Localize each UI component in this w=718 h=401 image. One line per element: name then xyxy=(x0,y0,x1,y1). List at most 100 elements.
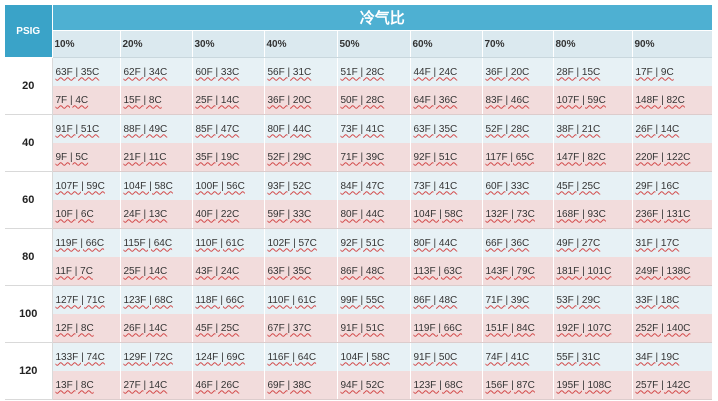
table-cell: 36F | 20C xyxy=(481,57,553,86)
cell-value: 133F | 74C xyxy=(55,351,105,363)
table-cell: 110F | 61C xyxy=(191,228,264,257)
cell-value: 69F | 38C xyxy=(267,379,312,391)
cell-value: 26F | 14C xyxy=(123,322,168,334)
table-cell: 24F | 13C xyxy=(119,200,192,229)
cell-value: 63F | 35C xyxy=(413,123,458,135)
table-cell: 88F | 49C xyxy=(119,114,192,143)
table-cell: 100F | 56C xyxy=(191,171,264,200)
table-cell: 31F | 17C xyxy=(631,228,713,257)
percentage-header: 40% xyxy=(263,30,337,58)
cell-value: 59F | 33C xyxy=(267,208,312,220)
table-cell: 25F | 14C xyxy=(191,86,264,115)
cell-value: 50F | 28C xyxy=(340,94,385,106)
table-cell: 26F | 14C xyxy=(631,114,713,143)
cell-value: 12F | 8C xyxy=(55,322,94,334)
cell-value: 38F | 21C xyxy=(556,123,601,135)
table-cell: 86F | 48C xyxy=(336,257,410,286)
table-row: 60 107F | 59C 104F | 58C 100F | 56C 93F | 52… xyxy=(5,171,713,229)
cell-value: 63F | 35C xyxy=(267,265,312,277)
cell-value: 60F | 33C xyxy=(195,66,240,78)
table-title: 冷气比 xyxy=(52,5,713,31)
table-cell: 60F | 33C xyxy=(191,57,264,86)
cell-value: 127F | 71C xyxy=(55,294,105,306)
percentage-header: 20% xyxy=(119,30,192,58)
table-cell: 91F | 51C xyxy=(51,114,120,143)
table-row: 13F | 8C 27F | 14C 46F | 26C 69F | 38C 94F |… xyxy=(5,371,713,400)
table-cell: 220F | 122C xyxy=(631,143,713,172)
table-body: 20 63F | 35C 62F | 34C 60F | 33C 56F | 31C 51… xyxy=(5,57,713,400)
cell-value: 117F | 65C xyxy=(485,151,535,163)
table-cell: 123F | 68C xyxy=(119,285,192,314)
table-row: 120 133F | 74C 129F | 72C 124F | 69C 116F | … xyxy=(5,342,713,400)
table-cell: 156F | 87C xyxy=(481,371,553,400)
cell-value: 132F | 73C xyxy=(485,208,535,220)
table-cell: 123F | 68C xyxy=(409,371,482,400)
cell-value: 168F | 93C xyxy=(556,208,606,220)
cell-value: 116F | 64C xyxy=(267,351,317,363)
cell-value: 86F | 48C xyxy=(340,265,385,277)
table-cell: 71F | 39C xyxy=(481,285,553,314)
cell-value: 45F | 25C xyxy=(556,180,601,192)
cell-value: 181F | 101C xyxy=(556,265,612,277)
cell-value: 34F | 19C xyxy=(635,351,680,363)
table-row: 9F | 5C 21F | 11C 35F | 19C 52F | 29C 71F | … xyxy=(5,143,713,172)
table-cell: 84F | 47C xyxy=(336,171,410,200)
table-cell: 64F | 36C xyxy=(409,86,482,115)
percentage-header: 30% xyxy=(191,30,264,58)
cell-value: 49F | 27C xyxy=(556,237,601,249)
cell-value: 94F | 52C xyxy=(340,379,385,391)
table-cell: 93F | 52C xyxy=(263,171,337,200)
table-cell: 62F | 34C xyxy=(119,57,192,86)
cell-value: 107F | 59C xyxy=(55,180,105,192)
cell-value: 148F | 82C xyxy=(635,94,685,106)
table-cell: 83F | 46C xyxy=(481,86,553,115)
percentage-header: 80% xyxy=(552,30,632,58)
cell-value: 45F | 25C xyxy=(195,322,240,334)
cell-value: 91F | 50C xyxy=(413,351,458,363)
table-cell: 25F | 14C xyxy=(119,257,192,286)
table-cell: 236F | 131C xyxy=(631,200,713,229)
table-cell: 56F | 31C xyxy=(263,57,337,86)
cell-value: 119F | 66C xyxy=(413,322,463,334)
table-cell: 11F | 7C xyxy=(51,257,120,286)
table-cell: 117F | 65C xyxy=(481,143,553,172)
cell-value: 123F | 68C xyxy=(413,379,463,391)
cell-value: 129F | 72C xyxy=(123,351,173,363)
table-cell: 12F | 8C xyxy=(51,314,120,343)
table-cell: 44F | 24C xyxy=(409,57,482,86)
cell-value: 91F | 51C xyxy=(55,123,100,135)
table-cell: 15F | 8C xyxy=(119,86,192,115)
cell-value: 104F | 58C xyxy=(340,351,390,363)
table-cell: 45F | 25C xyxy=(191,314,264,343)
table-cell: 63F | 35C xyxy=(51,57,120,86)
cell-value: 25F | 14C xyxy=(195,94,240,106)
table-cell: 50F | 28C xyxy=(336,86,410,115)
cell-value: 192F | 107C xyxy=(556,322,612,334)
cell-value: 40F | 22C xyxy=(195,208,240,220)
cell-value: 52F | 29C xyxy=(267,151,312,163)
table-cell: 86F | 48C xyxy=(409,285,482,314)
table-cell: 133F | 74C xyxy=(51,342,120,371)
table-cell: 104F | 58C xyxy=(119,171,192,200)
table-cell: 129F | 72C xyxy=(119,342,192,371)
cell-value: 24F | 13C xyxy=(123,208,168,220)
pressure-temperature-table-container: PSIG 冷气比 10% 20% 30% 40% 50% 60% 70% 80% 90% 20 6… xyxy=(5,5,713,400)
cell-value: 118F | 66C xyxy=(195,294,245,306)
table-cell: 13F | 8C xyxy=(51,371,120,400)
percentage-header: 10% xyxy=(51,30,120,58)
cell-value: 104F | 58C xyxy=(123,180,173,192)
cell-value: 64F | 36C xyxy=(413,94,458,106)
table-row: 7F | 4C 15F | 8C 25F | 14C 36F | 20C 50F | 2… xyxy=(5,86,713,115)
table-cell: 59F | 33C xyxy=(263,200,337,229)
table-row: 10F | 6C 24F | 13C 40F | 22C 59F | 33C 80F |… xyxy=(5,200,713,229)
table-cell: 252F | 140C xyxy=(631,314,713,343)
table-cell: 43F | 24C xyxy=(191,257,264,286)
cell-value: 43F | 24C xyxy=(195,265,240,277)
table-cell: 55F | 31C xyxy=(552,342,632,371)
cell-value: 107F | 59C xyxy=(556,94,606,106)
table-cell: 28F | 15C xyxy=(552,57,632,86)
cell-value: 52F | 28C xyxy=(485,123,530,135)
table-cell: 71F | 39C xyxy=(336,143,410,172)
table-row: 40 91F | 51C 88F | 49C 85F | 47C 80F | 44C 73… xyxy=(5,114,713,172)
percentage-header: 50% xyxy=(336,30,410,58)
